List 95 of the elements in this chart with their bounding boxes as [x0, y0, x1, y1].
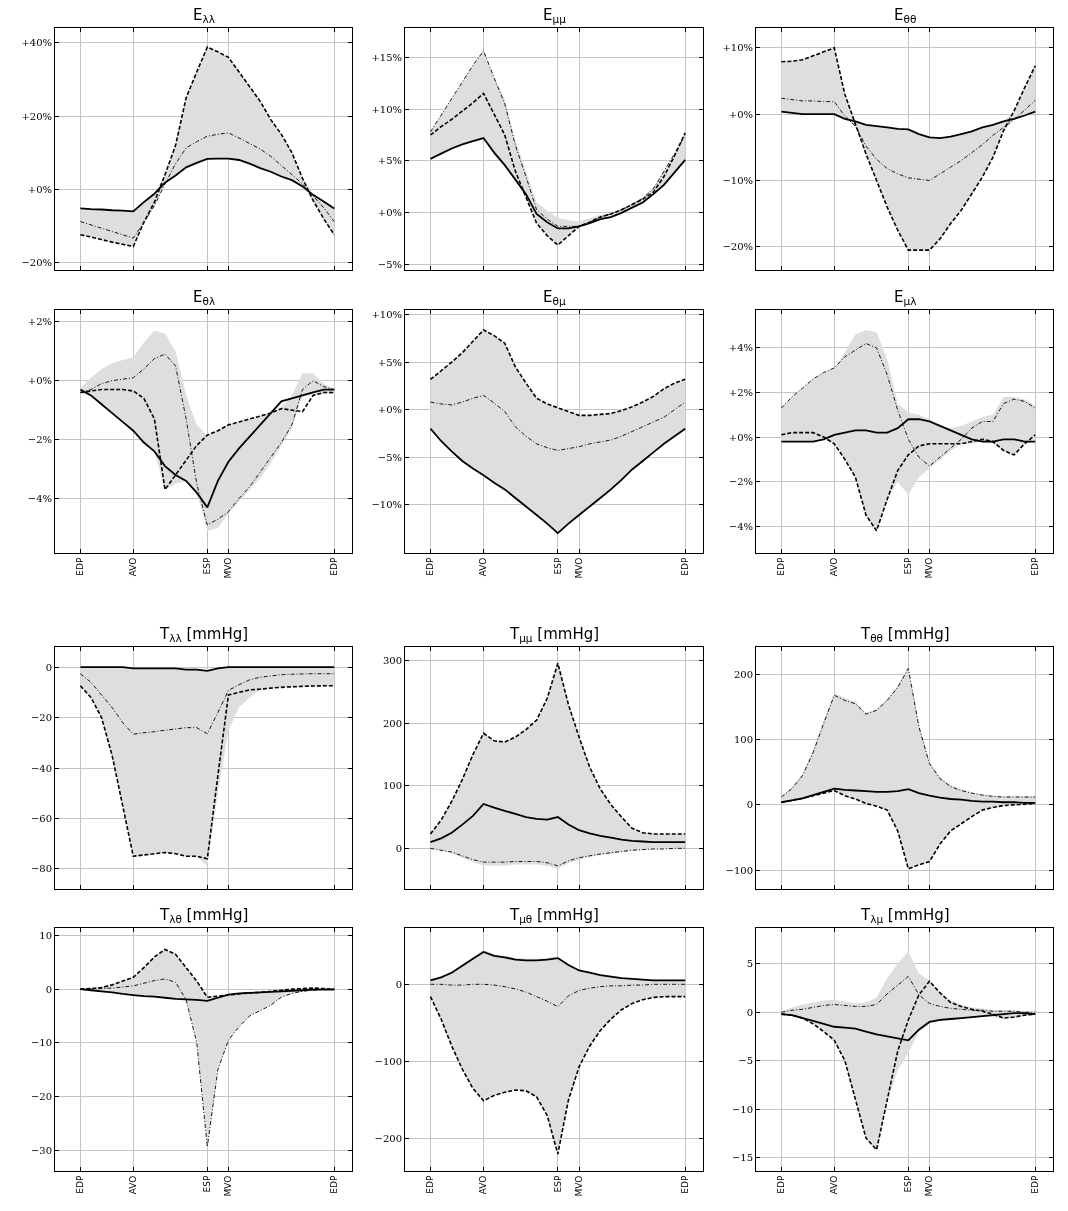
- y-tick-label: −10: [731, 1103, 753, 1115]
- x-tick-label: EDP: [75, 557, 86, 576]
- y-tick-label: −40: [30, 762, 52, 774]
- chart-title: E$_{θλ}$: [193, 288, 216, 308]
- chart-title: T$_{λθ}$ [mmHg]: [159, 906, 249, 926]
- x-tick-label: EDP: [680, 1175, 691, 1194]
- y-tick-label: −4%: [728, 520, 753, 532]
- y-tick-label: −10: [30, 1037, 52, 1049]
- y-tick-label: 0: [45, 661, 52, 673]
- y-tick-label: −20%: [722, 241, 753, 253]
- chart-title: E$_{λλ}$: [193, 6, 215, 26]
- chart-title: E$_{θθ}$: [894, 6, 917, 26]
- y-tick-label: −4%: [27, 493, 52, 505]
- y-tick-label: 0: [395, 978, 402, 990]
- x-tick-label: AVO: [829, 1175, 840, 1195]
- x-tick-label: EDP: [776, 557, 787, 576]
- y-tick-label: −20: [30, 1090, 52, 1102]
- y-tick-label: 5: [746, 958, 753, 970]
- y-tick-label: +0%: [377, 207, 402, 219]
- y-tick-label: −10%: [371, 499, 402, 511]
- y-tick-label: 300: [382, 655, 402, 667]
- y-tick-label: −80: [30, 863, 52, 875]
- y-tick-label: +15%: [371, 51, 402, 63]
- y-tick-label: 0: [746, 1006, 753, 1018]
- x-tick-label: EDP: [1030, 557, 1041, 576]
- x-tick-label: MVO: [573, 1175, 584, 1197]
- chart-title: T$_{μμ}$ [mmHg]: [509, 625, 600, 645]
- x-tick-label: AVO: [829, 557, 840, 577]
- y-tick-label: −100: [725, 864, 753, 876]
- y-tick-label: +10%: [371, 309, 402, 321]
- y-tick-label: 0: [45, 983, 52, 995]
- x-tick-label: EDP: [329, 1175, 340, 1194]
- y-tick-label: +0%: [728, 108, 753, 120]
- chart-title: E$_{μλ}$: [894, 288, 917, 308]
- x-tick-label: EDP: [680, 557, 691, 576]
- y-tick-label: 100: [733, 734, 753, 746]
- y-tick-label: −10%: [722, 174, 753, 186]
- chart-title: E$_{μμ}$: [543, 6, 567, 26]
- y-tick-label: −60: [30, 812, 52, 824]
- x-tick-label: EDP: [776, 1175, 787, 1194]
- y-tick-label: +10%: [371, 103, 402, 115]
- y-tick-label: +0%: [27, 375, 52, 387]
- y-tick-label: −2%: [27, 434, 52, 446]
- y-tick-label: −5%: [377, 259, 402, 271]
- chart-title: T$_{λμ}$ [mmHg]: [860, 906, 950, 926]
- y-tick-label: +5%: [377, 356, 402, 368]
- y-tick-label: 200: [733, 668, 753, 680]
- x-tick-label: EDP: [425, 557, 436, 576]
- x-tick-label: MVO: [573, 557, 584, 579]
- y-tick-label: +2%: [27, 316, 52, 328]
- y-tick-label: +0%: [377, 404, 402, 416]
- chart-title: E$_{θμ}$: [543, 288, 566, 308]
- y-tick-label: +5%: [377, 155, 402, 167]
- x-tick-label: MVO: [223, 1175, 234, 1197]
- y-tick-label: +0%: [27, 183, 52, 195]
- x-tick-label: ESP: [202, 557, 213, 575]
- chart-title: T$_{λλ}$ [mmHg]: [159, 625, 249, 645]
- y-tick-label: +2%: [728, 386, 753, 398]
- chart-title: T$_{θθ}$ [mmHg]: [860, 625, 950, 645]
- x-tick-label: EDP: [425, 1175, 436, 1194]
- y-tick-label: −200: [374, 1133, 402, 1145]
- x-tick-label: ESP: [903, 557, 914, 575]
- x-tick-label: EDP: [329, 557, 340, 576]
- y-tick-label: −100: [374, 1055, 402, 1067]
- x-tick-label: AVO: [128, 1175, 139, 1195]
- x-tick-label: AVO: [478, 557, 489, 577]
- y-tick-label: −5%: [377, 451, 402, 463]
- x-tick-label: ESP: [903, 1175, 914, 1193]
- y-tick-label: 0: [746, 799, 753, 811]
- y-tick-label: −30: [30, 1144, 52, 1156]
- y-tick-label: 200: [382, 717, 402, 729]
- x-tick-label: ESP: [552, 557, 563, 575]
- x-tick-label: MVO: [924, 1175, 935, 1197]
- y-tick-label: −20%: [21, 257, 52, 269]
- y-tick-label: +20%: [21, 110, 52, 122]
- chart-title: T$_{μθ}$ [mmHg]: [509, 906, 599, 926]
- y-tick-label: +0%: [728, 431, 753, 443]
- y-tick-label: −2%: [728, 476, 753, 488]
- x-tick-label: EDP: [1030, 1175, 1041, 1194]
- x-tick-label: ESP: [202, 1175, 213, 1193]
- y-tick-label: −15: [731, 1151, 753, 1163]
- y-tick-label: −5: [738, 1055, 753, 1067]
- y-tick-label: −20: [30, 712, 52, 724]
- x-tick-label: ESP: [552, 1175, 563, 1193]
- y-tick-label: 0: [395, 842, 402, 854]
- y-tick-label: +4%: [728, 342, 753, 354]
- x-tick-label: AVO: [478, 1175, 489, 1195]
- y-tick-label: +40%: [21, 37, 52, 49]
- x-tick-label: AVO: [128, 557, 139, 577]
- x-tick-label: MVO: [924, 557, 935, 579]
- x-tick-label: MVO: [223, 557, 234, 579]
- x-tick-label: EDP: [75, 1175, 86, 1194]
- y-tick-label: 100: [382, 780, 402, 792]
- y-tick-label: 10: [39, 930, 52, 942]
- y-tick-label: +10%: [722, 42, 753, 54]
